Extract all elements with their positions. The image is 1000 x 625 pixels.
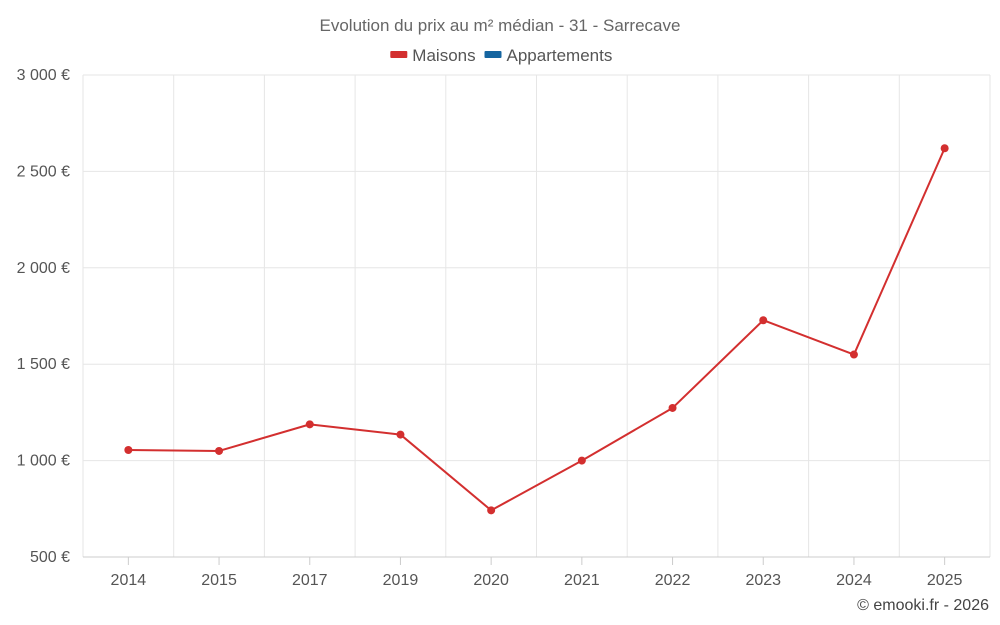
y-tick-label: 2 000 € bbox=[17, 260, 70, 277]
data-point-maisons[interactable] bbox=[487, 506, 496, 515]
x-tick-label: 2023 bbox=[745, 572, 781, 589]
x-tick-label: 2015 bbox=[201, 572, 237, 589]
legend-label: Maisons bbox=[412, 46, 475, 65]
data-point-maisons[interactable] bbox=[305, 420, 314, 429]
data-point-maisons[interactable] bbox=[849, 350, 858, 359]
legend-swatch bbox=[390, 51, 408, 58]
series-layer bbox=[124, 144, 949, 515]
grid bbox=[82, 74, 991, 557]
legend: Maisons Appartements bbox=[390, 46, 612, 65]
legend-item-maisons[interactable]: Maisons bbox=[390, 46, 476, 65]
x-tick-label: 2021 bbox=[564, 572, 600, 589]
y-tick-label: 2 500 € bbox=[17, 163, 70, 180]
y-tick-label: 500 € bbox=[30, 549, 70, 566]
x-tick-label: 2024 bbox=[836, 572, 872, 589]
x-tick-label: 2025 bbox=[927, 572, 963, 589]
legend-label: Appartements bbox=[507, 46, 613, 65]
x-tick-label: 2014 bbox=[111, 572, 147, 589]
data-point-maisons[interactable] bbox=[124, 445, 133, 454]
y-tick-label: 1 500 € bbox=[17, 356, 70, 373]
data-point-maisons[interactable] bbox=[940, 144, 949, 153]
y-tick-label: 3 000 € bbox=[17, 67, 70, 84]
legend-item-appartements[interactable]: Appartements bbox=[484, 46, 613, 65]
x-tick-label: 2022 bbox=[655, 572, 691, 589]
x-tick-label: 2017 bbox=[292, 572, 328, 589]
data-point-maisons[interactable] bbox=[668, 403, 677, 412]
data-point-maisons[interactable] bbox=[577, 456, 586, 465]
data-point-maisons[interactable] bbox=[396, 430, 405, 439]
chart-title: Evolution du prix au m² médian - 31 - Sa… bbox=[320, 16, 681, 35]
axes: 500 € 1 000 € 1 500 € 2 000 € 2 500 € 3 000 €… bbox=[17, 67, 990, 589]
legend-swatch bbox=[484, 51, 502, 58]
x-tick-label: 2020 bbox=[473, 572, 509, 589]
data-point-maisons[interactable] bbox=[215, 446, 224, 455]
series-line-maisons bbox=[128, 147, 946, 512]
credit-text: © emooki.fr - 2026 bbox=[857, 597, 989, 614]
data-point-maisons[interactable] bbox=[759, 316, 768, 325]
y-tick-label: 1 000 € bbox=[17, 453, 70, 470]
x-tick-label: 2019 bbox=[383, 572, 419, 589]
